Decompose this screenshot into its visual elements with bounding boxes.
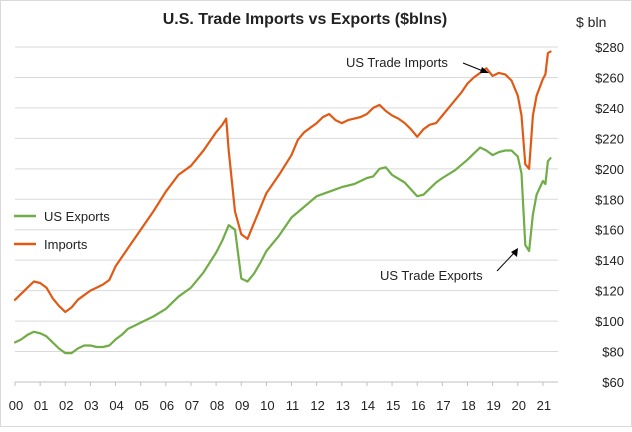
- x-tick-label-12: 12: [310, 398, 324, 413]
- series-line-us-exports: [13, 146, 552, 355]
- y-tick-label-80: $80: [602, 345, 624, 360]
- x-tick-label-07: 07: [185, 398, 199, 413]
- annotation-imports-arrow-line: [462, 62, 484, 72]
- y-tick-label-180: $180: [595, 192, 624, 207]
- y-axis-unit-label: $ bln: [576, 14, 606, 30]
- y-tick-label-280: $280: [595, 40, 624, 55]
- y-tick-label-120: $120: [595, 284, 624, 299]
- y-tick-label-260: $260: [595, 70, 624, 85]
- annotation-exports: US Trade Exports: [380, 248, 518, 283]
- series-line-imports: [13, 50, 552, 314]
- x-tick-label-04: 04: [109, 398, 123, 413]
- x-axis-ticks: 00 01 02 03 04 05 06 07 08 09 10 11 12 13 14 15 16 17 18 19…: [9, 382, 551, 413]
- y-tick-label-200: $200: [595, 162, 624, 177]
- y-axis-ticks: $60 $80 $100 $120 $140 $160 $180 $200 $220 $240 $2…: [595, 40, 624, 390]
- annotation-exports-arrow-head: [511, 248, 518, 257]
- x-tick-label-15: 15: [386, 398, 400, 413]
- x-tick-label-03: 03: [84, 398, 98, 413]
- x-tick-label-10: 10: [260, 398, 274, 413]
- legend: US Exports Imports: [14, 209, 110, 252]
- y-tick-label-140: $140: [595, 253, 624, 268]
- x-tick-label-11: 11: [286, 398, 300, 413]
- annotation-imports-arrow-head: [480, 67, 489, 73]
- y-tick-label-240: $240: [595, 101, 624, 116]
- y-tick-label-160: $160: [595, 223, 624, 238]
- x-tick-label-01: 01: [34, 398, 48, 413]
- x-tick-label-21: 21: [537, 398, 551, 413]
- annotation-imports-text: US Trade Imports: [346, 55, 448, 70]
- legend-label-imports: Imports: [44, 237, 88, 252]
- annotation-exports-text: US Trade Exports: [380, 268, 483, 283]
- x-tick-label-00: 00: [9, 398, 23, 413]
- x-tick-label-13: 13: [336, 398, 350, 413]
- annotation-imports: US Trade Imports: [346, 55, 489, 73]
- x-tick-label-08: 08: [210, 398, 224, 413]
- x-tick-label-02: 02: [59, 398, 73, 413]
- y-tick-label-60: $60: [602, 375, 624, 390]
- x-tick-label-05: 05: [134, 398, 148, 413]
- y-tick-label-100: $100: [595, 314, 624, 329]
- x-tick-label-09: 09: [235, 398, 249, 413]
- x-tick-label-06: 06: [160, 398, 174, 413]
- x-tick-label-18: 18: [461, 398, 475, 413]
- x-tick-label-17: 17: [436, 398, 450, 413]
- series-lines: [13, 50, 552, 355]
- annotation-exports-arrow-line: [496, 252, 515, 272]
- x-tick-label-20: 20: [512, 398, 526, 413]
- gridlines: [15, 46, 558, 353]
- x-tick-label-19: 19: [486, 398, 500, 413]
- legend-label-us-exports: US Exports: [44, 209, 110, 224]
- x-tick-label-14: 14: [361, 398, 375, 413]
- y-tick-label-220: $220: [595, 131, 624, 146]
- chart-title: U.S. Trade Imports vs Exports ($blns): [163, 11, 448, 28]
- x-tick-label-16: 16: [411, 398, 425, 413]
